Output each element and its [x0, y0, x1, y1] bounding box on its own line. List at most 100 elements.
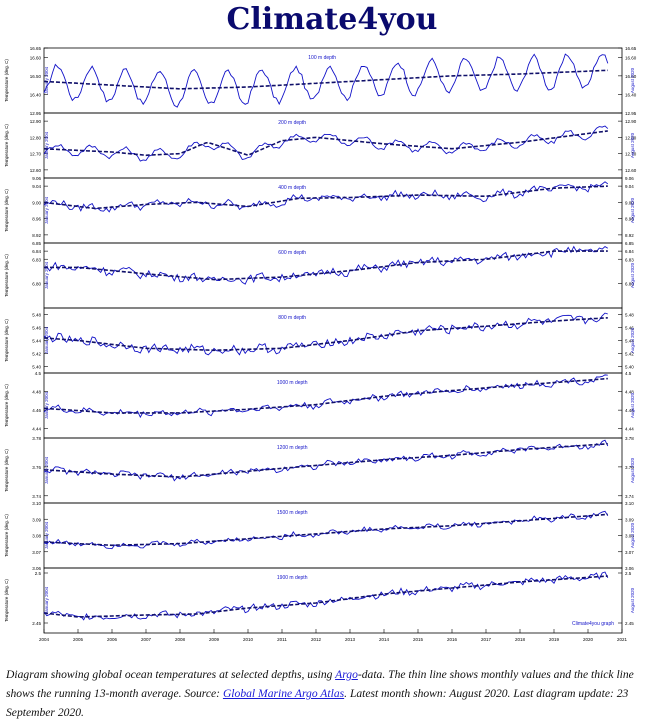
panel-frame — [43, 502, 623, 569]
y-tick-label-right: 9.00 — [625, 200, 634, 205]
y-tick-label-right: 4.5 — [625, 371, 632, 376]
y-tick-label-left: 3.06 — [32, 566, 41, 571]
y-tick-label-right: 8.96 — [625, 217, 634, 222]
start-month-label: January 2004 — [44, 66, 49, 94]
monthly-series-line — [43, 374, 608, 419]
y-axis-label: Temperature (deg. C) — [4, 449, 9, 492]
y-tick-label-left: 8.96 — [32, 217, 41, 222]
y-tick-label-left: 16.40 — [30, 92, 42, 97]
running-average-line — [43, 513, 608, 547]
monthly-series-line — [43, 245, 609, 285]
start-month-label: January 2004 — [44, 586, 49, 614]
depth-label: 1500 m depth — [277, 510, 308, 516]
y-tick-label-left: 12.80 — [30, 135, 42, 140]
x-tick-label: 2010 — [243, 637, 254, 642]
y-tick-label-right: 12.95 — [625, 111, 637, 116]
y-tick-label-right: 9.04 — [625, 184, 634, 189]
x-tick-label: 2004 — [39, 637, 50, 642]
y-tick-label-left: 3.08 — [32, 534, 41, 539]
x-tick-label: 2016 — [447, 637, 458, 642]
y-tick-label-left: 3.09 — [32, 517, 41, 522]
start-month-label: January 2004 — [44, 196, 49, 224]
y-tick-label-right: 2.45 — [625, 621, 634, 626]
credit-label: Climate4you graph — [572, 621, 614, 627]
monthly-series-line — [43, 571, 609, 621]
x-tick-label: 2007 — [141, 637, 152, 642]
x-tick-label: 2015 — [413, 637, 424, 642]
y-tick-label-left: 3.10 — [32, 501, 41, 506]
y-tick-label-left: 3.76 — [32, 465, 41, 470]
y-tick-label-left: 4.5 — [35, 371, 42, 376]
y-tick-label-right: 12.80 — [625, 135, 637, 140]
depth-label: 1200 m depth — [277, 445, 308, 451]
y-tick-label-right: 6.83 — [625, 257, 634, 262]
y-tick-label-right: 5.46 — [625, 326, 634, 331]
panel-400-m-depth: 8.92 8.92 8.96 8.96 9.00 9.00 9.04 9.04 9.06 9.06… — [4, 176, 635, 244]
y-tick-label-right: 4.46 — [625, 408, 634, 413]
y-tick-label-right: 16.60 — [625, 55, 637, 60]
y-axis-label: Temperature (deg. C) — [4, 579, 9, 622]
y-axis-label: Temperature (deg. C) — [4, 514, 9, 557]
marine-argo-atlas-link[interactable]: Global Marine Argo Atlas — [222, 687, 345, 700]
y-tick-label-left: 3.78 — [32, 436, 41, 441]
y-tick-label-right: 12.90 — [625, 119, 637, 124]
y-tick-label-left: 5.46 — [32, 326, 41, 331]
y-tick-label-right: 12.60 — [625, 168, 637, 173]
running-average-line — [43, 185, 608, 210]
x-tick-label: 2008 — [175, 637, 186, 642]
start-month-label: January 2004 — [44, 261, 49, 289]
end-month-label: August 2020 — [630, 132, 635, 158]
running-average-line — [43, 443, 608, 478]
y-tick-label-left: 16.65 — [30, 46, 42, 51]
y-tick-label-right: 4.48 — [625, 390, 634, 395]
panel-100-m-depth: 16.40 16.40 16.50 16.50 16.60 16.60 16.65 16.65… — [4, 46, 637, 114]
y-tick-label-right: 3.10 — [625, 501, 634, 506]
start-month-label: January 2004 — [44, 391, 49, 419]
depth-label: 200 m depth — [278, 120, 306, 126]
running-average-line — [43, 130, 608, 157]
y-tick-label-left: 5.40 — [32, 365, 41, 370]
y-tick-label-right: 5.48 — [625, 313, 634, 318]
y-tick-label-left: 12.70 — [30, 152, 42, 157]
y-axis-label: Temperature (deg. C) — [4, 254, 9, 297]
y-tick-label-left: 8.92 — [32, 233, 41, 238]
caption-text-3: . Latest month shown: August 2020. Last … — [6, 687, 629, 719]
page-title: Climate4you — [226, 2, 438, 37]
y-tick-label-right: 16.50 — [625, 74, 637, 79]
y-tick-label-right: 3.08 — [625, 534, 634, 539]
y-tick-label-left: 9.06 — [32, 176, 41, 181]
panel-600-m-depth: 6.80 6.80 6.83 6.83 6.84 6.84 6.85 6.85 Temperat… — [4, 241, 635, 309]
y-tick-label-left: 4.46 — [32, 408, 41, 413]
monthly-series-line — [43, 439, 609, 482]
y-tick-label-right: 5.40 — [625, 365, 634, 370]
start-month-label: January 2004 — [44, 521, 49, 549]
y-tick-label-left: 5.44 — [32, 339, 41, 344]
y-tick-label-right: 3.78 — [625, 436, 634, 441]
y-tick-label-left: 4.44 — [32, 427, 41, 432]
y-tick-label-left: 9.04 — [32, 184, 41, 189]
x-tick-label: 2020 — [583, 637, 594, 642]
running-average-line — [43, 575, 608, 618]
y-tick-label-right: 6.84 — [625, 249, 634, 254]
argo-link[interactable]: Argo — [335, 668, 358, 681]
x-tick-label: 2019 — [549, 637, 560, 642]
end-month-label: August 2020 — [630, 457, 635, 483]
panel-200-m-depth: 12.60 12.60 12.70 12.70 12.80 12.80 12.90 12.90… — [4, 111, 637, 179]
panel-1000-m-depth: 4.44 4.44 4.46 4.46 4.48 4.48 4.5 4.5 Temperatur… — [4, 371, 635, 439]
y-tick-label-left: 16.50 — [30, 74, 42, 79]
y-tick-label-left: 6.85 — [32, 241, 41, 246]
y-axis-label: Temperature (deg. C) — [4, 124, 9, 167]
y-tick-label-right: 3.76 — [625, 465, 634, 470]
y-tick-label-left: 6.83 — [32, 257, 41, 262]
x-axis: 2004 2005 2006 2007 2008 2009 2010 2011 2012 2013… — [39, 621, 628, 642]
y-tick-label-left: 2.5 — [35, 571, 42, 576]
y-axis-label: Temperature (deg. C) — [4, 319, 9, 362]
y-axis-label: Temperature (deg. C) — [4, 59, 9, 102]
y-tick-label-left: 12.60 — [30, 168, 42, 173]
y-tick-label-right: 3.09 — [625, 517, 634, 522]
caption-text-2: -data. The thin line shows monthly value… — [6, 668, 634, 700]
panel-1500-m-depth: 3.06 3.06 3.07 3.07 3.08 3.08 3.09 3.09 3.10 3.10… — [4, 501, 635, 571]
end-month-label: August 2020 — [630, 67, 635, 93]
y-tick-label-right: 4.44 — [625, 427, 634, 432]
y-tick-label-right: 5.44 — [625, 339, 634, 344]
